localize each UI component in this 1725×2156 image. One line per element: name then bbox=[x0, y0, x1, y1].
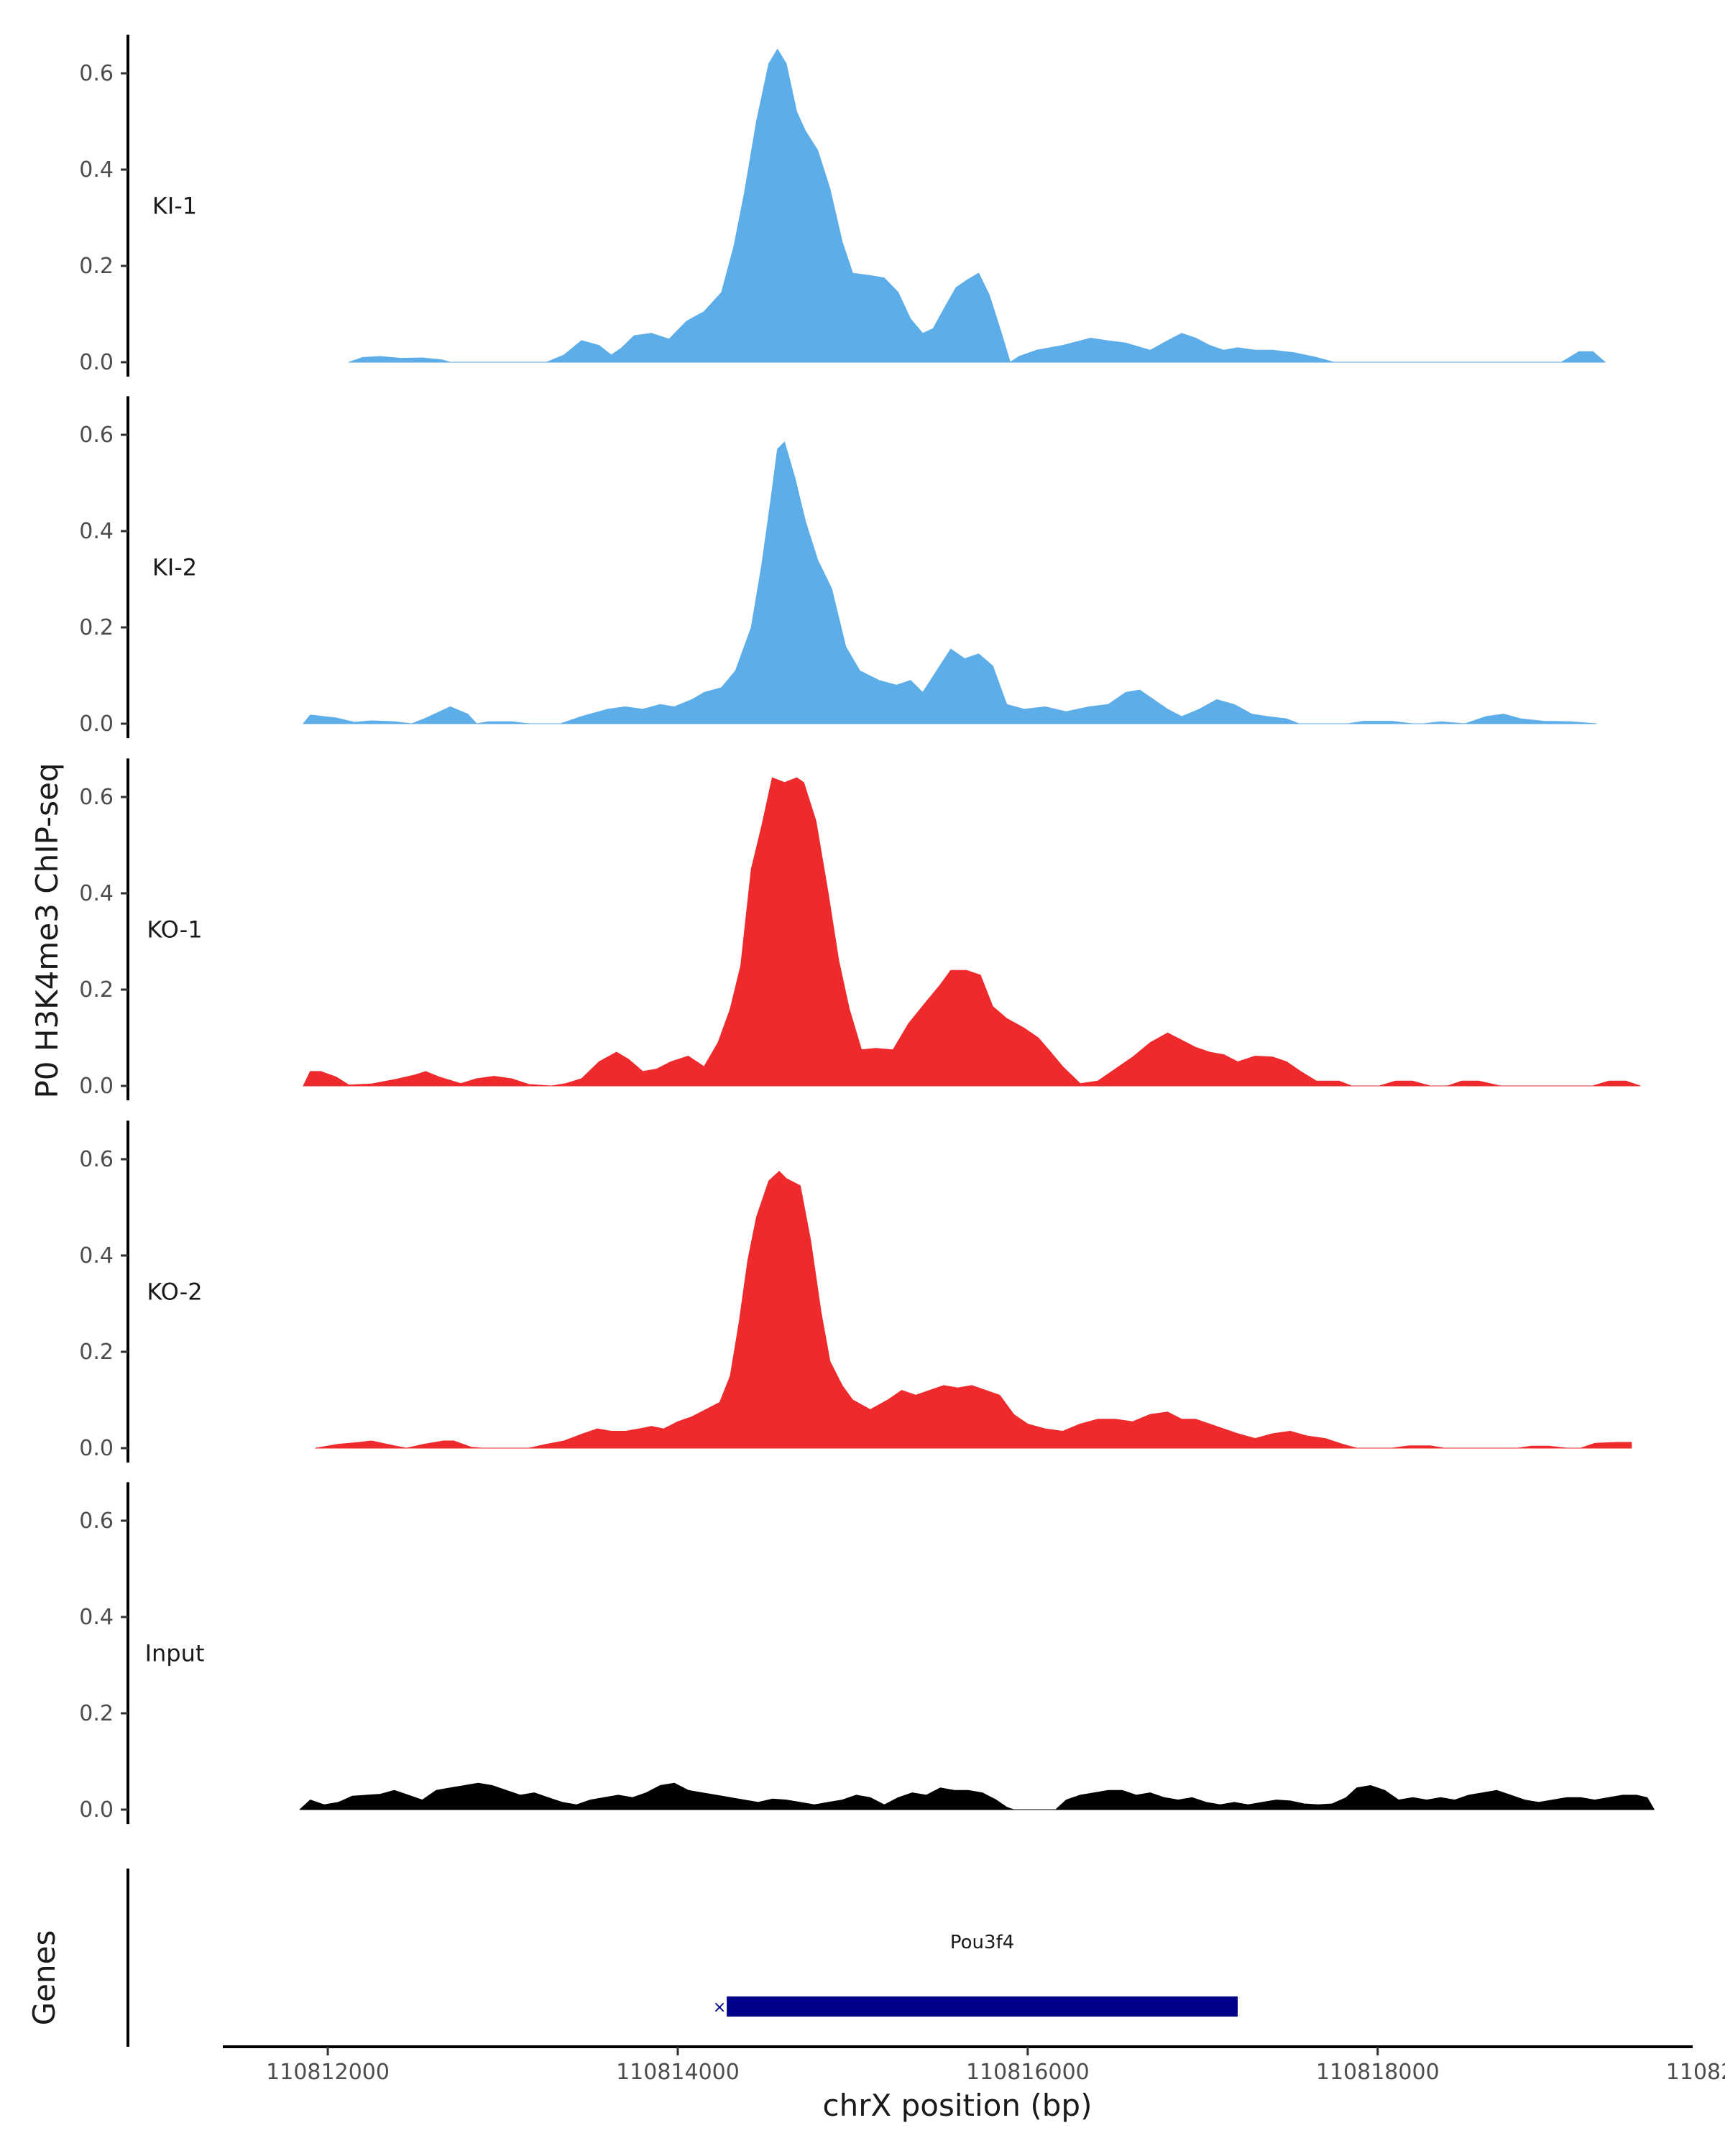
y-tick-label: 0.6 bbox=[79, 785, 114, 810]
y-tick-label: 0.4 bbox=[79, 157, 114, 183]
x-axis-ticks: 110812000 110814000 110816000 110818000 1108… bbox=[266, 2047, 1725, 2085]
y-tick-label: 0.0 bbox=[79, 350, 114, 375]
y-axis-title: P0 H3K4me3 ChIP-seq bbox=[29, 763, 65, 1098]
y-tick-label: 0.6 bbox=[79, 423, 114, 448]
x-tick-label: 110818000 bbox=[1316, 2060, 1440, 2085]
genes-track: Genes × Pou3f4 bbox=[27, 1869, 1238, 2047]
track-ko-2: 0.0 0.2 0.4 0.6 KO-2 bbox=[79, 1120, 1632, 1463]
y-tick-label: 0.6 bbox=[79, 1147, 114, 1172]
track-ki-2: 0.0 0.2 0.4 0.6 KI-2 bbox=[79, 396, 1597, 739]
track-label: Input bbox=[145, 1639, 205, 1667]
track-ko-1: 0.0 0.2 0.4 0.6 KO-1 bbox=[79, 758, 1641, 1101]
y-tick-label: 0.0 bbox=[79, 1797, 114, 1823]
y-tick-label: 0.2 bbox=[79, 1701, 114, 1726]
y-tick-label: 0.4 bbox=[79, 519, 114, 544]
y-tick-label: 0.2 bbox=[79, 615, 114, 640]
gene-features: × Pou3f4 bbox=[713, 1932, 1238, 2017]
y-tick-label: 0.0 bbox=[79, 711, 114, 737]
x-tick-label: 110816000 bbox=[966, 2060, 1090, 2085]
signal-area-ki-1 bbox=[348, 49, 1606, 363]
track-input: 0.0 0.2 0.4 0.6 Input bbox=[79, 1482, 1655, 1825]
y-tick-label: 0.4 bbox=[79, 1243, 114, 1268]
signal-area-input bbox=[299, 1782, 1655, 1810]
y-tick-label: 0.2 bbox=[79, 254, 114, 279]
x-axis: 110812000 110814000 110816000 110818000 1108… bbox=[223, 2045, 1725, 2123]
y-tick-label: 0.0 bbox=[79, 1436, 114, 1461]
x-tick-label: 110814000 bbox=[616, 2060, 740, 2085]
y-tick-label: 0.6 bbox=[79, 1508, 114, 1534]
x-tick-label: 110820000 bbox=[1666, 2060, 1725, 2085]
signal-area-ki-2 bbox=[303, 441, 1597, 724]
y-tick-label: 0.0 bbox=[79, 1074, 114, 1099]
signal-area-ko-2 bbox=[315, 1171, 1632, 1449]
track-label: KI-2 bbox=[152, 553, 197, 581]
y-tick-label: 0.2 bbox=[79, 1340, 114, 1365]
track-label: KO-1 bbox=[147, 916, 202, 943]
y-tick-label: 0.6 bbox=[79, 61, 114, 86]
x-tick-label: 110812000 bbox=[266, 2060, 390, 2085]
gene-body-pou3f4 bbox=[727, 1996, 1238, 2017]
gene-strand-marker: × bbox=[713, 1999, 726, 2017]
gene-label: Pou3f4 bbox=[950, 1932, 1014, 1953]
track-label: KI-1 bbox=[152, 192, 197, 219]
signal-tracks: 0.00.20.40.6KI-10.00.20.40.6KI-20.00.20.… bbox=[79, 34, 1655, 1825]
y-tick-label: 0.4 bbox=[79, 881, 114, 906]
genes-track-title: Genes bbox=[27, 1930, 62, 2026]
track-label: KO-2 bbox=[147, 1278, 202, 1305]
x-axis-title: chrX position (bp) bbox=[823, 2088, 1092, 2123]
signal-area-ko-1 bbox=[303, 777, 1641, 1087]
y-tick-label: 0.4 bbox=[79, 1605, 114, 1630]
track-ki-1: 0.0 0.2 0.4 0.6 KI-1 bbox=[79, 34, 1606, 377]
y-tick-label: 0.2 bbox=[79, 977, 114, 1003]
